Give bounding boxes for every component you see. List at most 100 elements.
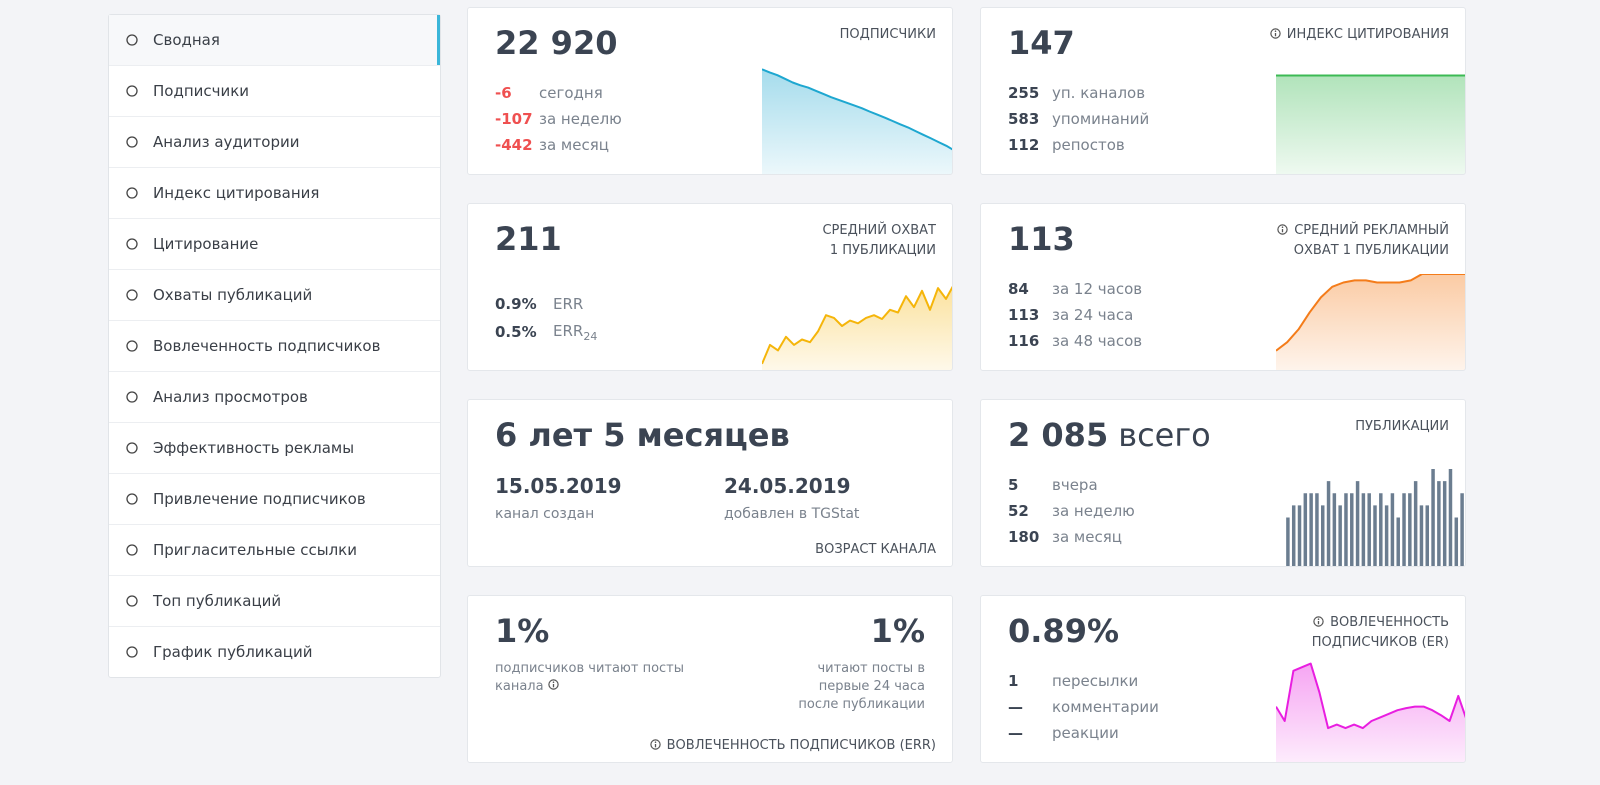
sidebar-item[interactable]: Пригласительные ссылки <box>109 525 440 576</box>
sparkline <box>1286 469 1464 566</box>
bar <box>1350 493 1354 566</box>
card: 6 лет 5 месяцев 15.05.2019 канал создан 24.… <box>467 399 953 567</box>
sidebar-item[interactable]: Охваты публикаций <box>109 270 440 321</box>
stat-row: 116 за 48 часов <box>1008 328 1142 354</box>
info-dot <box>1281 226 1284 228</box>
bar <box>1303 493 1308 566</box>
sidebar-item[interactable]: Индекс цитирования <box>109 168 440 219</box>
sidebar-item[interactable]: Топ публикаций <box>109 576 440 627</box>
row-label: за неделю <box>1052 502 1135 520</box>
date-label: добавлен в TGStat <box>724 506 860 522</box>
title-line: ПОДПИСЧИКОВ (ER) <box>1312 633 1449 653</box>
card-title: СРЕДНИЙ РЕКЛАМНЫЙ ОХВАТ 1 ПУБЛИКАЦИИ <box>1277 221 1449 261</box>
bar <box>1413 481 1418 566</box>
sidebar-label: Эффективность рекламы <box>153 439 355 457</box>
row-value: 113 <box>1008 306 1040 324</box>
sidebar-item[interactable]: Подписчики <box>109 66 440 117</box>
row-label: за месяц <box>539 136 609 154</box>
title-text: ВОВЛЕЧЕННОСТЬ <box>1330 615 1449 630</box>
stat-row: 255 уп. каналов <box>1008 80 1149 106</box>
row-label: упоминаний <box>1052 110 1150 128</box>
stat-block: 1% подписчиков читают посты канала <box>495 612 685 696</box>
sidebar-icon <box>126 544 138 556</box>
row-label: пересылки <box>1052 672 1139 690</box>
sidebar-item[interactable]: Эффективность рекламы <box>109 423 440 474</box>
sidebar-item[interactable]: Привлечение подписчиков <box>109 474 440 525</box>
sidebar-icon <box>126 85 138 97</box>
bar <box>1286 517 1290 566</box>
bar <box>1344 493 1348 566</box>
icon-shape <box>126 391 138 403</box>
row-value: 52 <box>1008 502 1029 520</box>
sidebar-label: Подписчики <box>153 82 250 100</box>
info-icon <box>649 739 661 750</box>
big-value: 211 <box>495 220 562 258</box>
sidebar-item[interactable]: Анализ аудитории <box>109 117 440 168</box>
sidebar-label: Сводная <box>153 31 220 49</box>
stat-row: 1 пересылки <box>1008 668 1159 694</box>
card-title: ВОВЛЕЧЕННОСТЬ ПОДПИСЧИКОВ (ER) <box>1312 613 1449 653</box>
row-label: ERR <box>553 295 584 313</box>
title-line: ВОВЛЕЧЕННОСТЬ <box>1312 613 1449 633</box>
bar <box>1408 493 1412 566</box>
row-value: -442 <box>495 136 533 154</box>
card: 1% подписчиков читают посты канала 1% чита… <box>467 595 953 763</box>
icon-shape <box>126 34 138 46</box>
sidebar-label: Анализ просмотров <box>153 388 308 406</box>
title-text: ПУБЛИКАЦИИ <box>1355 419 1449 434</box>
bar <box>1402 493 1406 566</box>
row-value: 112 <box>1008 136 1040 154</box>
sidebar-item[interactable]: Сводная <box>109 15 440 66</box>
bar <box>1338 505 1342 566</box>
title-line: СРЕДНИЙ ОХВАТ <box>822 221 936 241</box>
line <box>1276 662 1465 730</box>
card: 0.89% ВОВЛЕЧЕННОСТЬ ПОДПИСЧИКОВ (ER) 1 перес… <box>980 595 1466 763</box>
bar <box>1361 493 1366 566</box>
row-label: ERR24 <box>553 321 598 343</box>
card: 113 СРЕДНИЙ РЕКЛАМНЫЙ ОХВАТ 1 ПУБЛИКАЦИИ 84… <box>980 203 1466 371</box>
sparkline <box>1276 662 1465 762</box>
stat-row: 52 за неделю <box>1008 498 1135 524</box>
row-value: 255 <box>1008 84 1040 102</box>
sidebar-item[interactable]: График публикаций <box>109 627 440 677</box>
icon-shape <box>126 595 138 607</box>
title-line: ИНДЕКС ЦИТИРОВАНИЯ <box>1270 25 1449 45</box>
area <box>762 287 952 370</box>
info-dot <box>1317 618 1320 620</box>
sparkline <box>762 68 952 174</box>
card-footer: ВОВЛЕЧЕННОСТЬ ПОДПИСЧИКОВ (ERR) <box>649 738 936 753</box>
sidebar-item[interactable]: Цитирование <box>109 219 440 270</box>
sidebar-icon <box>126 187 138 199</box>
row-label: вчера <box>1052 476 1098 494</box>
big-value: 2 085 всего <box>1008 416 1211 454</box>
row-label: за 48 часов <box>1052 332 1143 350</box>
icon-shape <box>126 289 138 301</box>
sidebar-item[interactable]: Анализ просмотров <box>109 372 440 423</box>
row-value: 180 <box>1008 528 1040 546</box>
icon-shape <box>126 493 138 505</box>
rows: 255 уп. каналов 583 упоминаний 112 репостов <box>1008 80 1149 158</box>
bar <box>1442 481 1447 566</box>
sidebar-label: Анализ аудитории <box>153 133 300 151</box>
sidebar-item[interactable]: Вовлеченность подписчиков <box>109 321 440 372</box>
rows: 1 пересылки — комментарии — реакции <box>1008 668 1159 746</box>
info-dot <box>654 741 656 743</box>
bar <box>1367 493 1371 566</box>
value: 211 <box>495 220 562 258</box>
sidebar: Сводная Подписчики Анализ аудитории Индекс … <box>108 14 441 678</box>
icon-shape <box>126 238 138 250</box>
title-line: СРЕДНИЙ РЕКЛАМНЫЙ <box>1277 221 1449 241</box>
sidebar-label: Индекс цитирования <box>153 184 320 202</box>
stat-label: подписчиков читают посты канала <box>495 661 685 694</box>
row-label: реакции <box>1052 724 1119 742</box>
title-text: ПОДПИСЧИКИ <box>839 27 936 42</box>
bar <box>1309 493 1313 566</box>
title-text: СРЕДНИЙ РЕКЛАМНЫЙ <box>1294 223 1449 238</box>
row-value: 1 <box>1008 672 1019 690</box>
sidebar-icon <box>126 238 138 250</box>
info-dot <box>1274 30 1277 32</box>
row-value: 0.9% <box>495 295 537 313</box>
bar <box>1326 481 1331 566</box>
card-title: СРЕДНИЙ ОХВАТ 1 ПУБЛИКАЦИИ <box>822 221 936 261</box>
bar <box>1297 505 1302 566</box>
